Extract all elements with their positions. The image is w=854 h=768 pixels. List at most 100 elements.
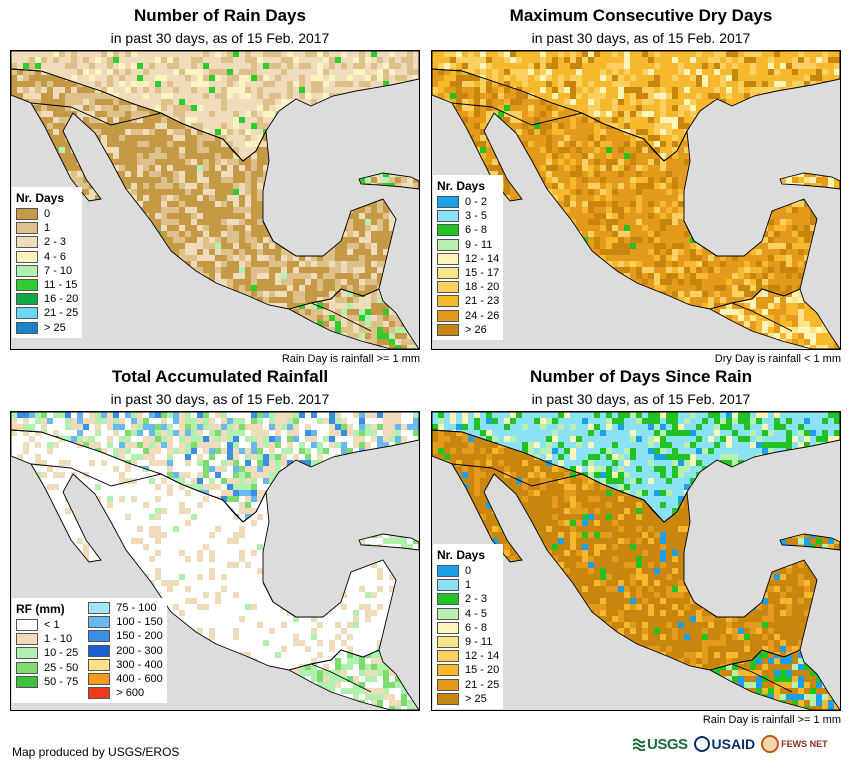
coastline [708, 649, 840, 710]
legend-label: 21 - 23 [465, 295, 499, 307]
dry-days-legend-title: Nr. Days [437, 179, 499, 193]
legend-label: 21 - 25 [465, 679, 499, 691]
legend-label: 6 - 8 [465, 622, 487, 634]
since-rain-legend-title: Nr. Days [437, 548, 499, 562]
rain-days-legend: Nr. Days 0 1 2 - 3 4 - 6 7 - 10 11 - 15 16 - 2… [12, 187, 83, 338]
rain-days-note: Rain Day is rainfall >= 1 mm [282, 353, 420, 365]
legend-label: 24 - 26 [465, 310, 499, 322]
legend-label: 0 [465, 565, 471, 577]
legend-item: 100 - 150 [88, 615, 163, 629]
dry-days-title: Maximum Consecutive Dry Days [431, 6, 851, 26]
legend-item: 3 - 5 [437, 209, 499, 223]
legend-label: 12 - 14 [465, 253, 499, 265]
legend-swatch [16, 279, 38, 292]
legend-label: 12 - 14 [465, 650, 499, 662]
legend-item: 16 - 20 [16, 292, 78, 306]
legend-swatch [88, 602, 111, 615]
coastline [358, 172, 419, 190]
legend-item: 21 - 25 [16, 306, 78, 320]
usaid-logo-text: USAID [712, 736, 756, 752]
legend-item: 50 - 75 [16, 675, 78, 689]
rainfall-legend: RF (mm) < 1 1 - 10 10 - 25 25 - 50 50 - 75 7… [12, 598, 167, 704]
since-rain-panel: Number of Days Since Rain in past 30 day… [431, 367, 851, 727]
legend-item: 0 [16, 207, 78, 221]
usgs-logo: USGS [633, 736, 688, 753]
legend-item: 18 - 20 [437, 280, 499, 294]
legend-item: 75 - 100 [88, 601, 162, 615]
legend-swatch [88, 616, 111, 629]
legend-label: 11 - 15 [44, 279, 77, 291]
legend-label: 16 - 20 [44, 293, 78, 305]
coastline [358, 533, 419, 551]
legend-swatch [437, 309, 459, 322]
legend-item: 1 [16, 221, 78, 235]
legend-label: 0 - 2 [465, 196, 487, 208]
legend-item: 150 - 200 [88, 629, 163, 643]
rain-days-subtitle: in past 30 days, as of 15 Feb. 2017 [10, 30, 430, 46]
country-border [731, 302, 793, 332]
legend-swatch [437, 636, 459, 649]
legend-swatch [16, 633, 38, 646]
legend-swatch [88, 658, 111, 671]
legend-item: 21 - 25 [437, 678, 499, 692]
legend-label: 300 - 400 [116, 659, 162, 671]
legend-item: 200 - 300 [88, 644, 163, 658]
legend-swatch [437, 621, 459, 634]
legend-swatch [437, 565, 459, 578]
usgs-wave-icon [633, 738, 645, 751]
legend-label: 50 - 75 [44, 676, 78, 688]
legend-label: 21 - 25 [44, 307, 78, 319]
legend-swatch [16, 321, 38, 334]
legend-swatch [16, 661, 38, 674]
coastline [287, 649, 419, 710]
legend-swatch [437, 692, 459, 705]
legend-item: 400 - 600 [88, 672, 163, 686]
legend-item: < 1 [16, 618, 78, 632]
legend-item: 2 - 3 [437, 592, 499, 606]
legend-swatch [437, 607, 459, 620]
dry-days-map: Nr. Days 0 - 2 3 - 5 6 - 8 9 - 11 12 - 14 15 … [431, 50, 841, 350]
legend-item: 0 - 2 [437, 195, 499, 209]
legend-label: > 25 [465, 693, 487, 705]
rainfall-panel: Total Accumulated Rainfall in past 30 da… [10, 367, 430, 711]
legend-swatch [437, 664, 459, 677]
legend-item: 1 - 10 [16, 632, 78, 646]
legend-item: 15 - 17 [437, 266, 499, 280]
legend-swatch [16, 250, 38, 263]
partner-logos: USGS USAID FEWS NET [633, 735, 834, 753]
legend-swatch [437, 238, 459, 251]
since-rain-title: Number of Days Since Rain [431, 367, 851, 387]
country-border [310, 302, 372, 332]
fews-logo: FEWS NET [761, 735, 828, 753]
legend-item: 4 - 5 [437, 607, 499, 621]
rainfall-map: RF (mm) < 1 1 - 10 10 - 25 25 - 50 50 - 75 7… [10, 411, 420, 711]
legend-label: 75 - 100 [116, 602, 156, 614]
legend-item: 9 - 11 [437, 238, 499, 252]
legend-item: 11 - 15 [16, 278, 78, 292]
legend-label: > 600 [116, 687, 144, 699]
usaid-logo: USAID [693, 736, 756, 752]
legend-item: 1 [437, 578, 499, 592]
legend-item: > 26 [437, 323, 499, 337]
legend-swatch [437, 323, 459, 336]
legend-swatch [16, 675, 38, 688]
legend-item: 6 - 8 [437, 223, 499, 237]
legend-item: 6 - 8 [437, 621, 499, 635]
legend-swatch [437, 267, 459, 280]
legend-label: 6 - 8 [465, 224, 487, 236]
rainfall-subtitle: in past 30 days, as of 15 Feb. 2017 [10, 391, 430, 407]
legend-label: 4 - 5 [465, 608, 487, 620]
legend-label: 3 - 5 [465, 210, 487, 222]
legend-item: 21 - 23 [437, 294, 499, 308]
legend-swatch [437, 593, 459, 606]
coastline [287, 288, 419, 349]
legend-item: 2 - 3 [16, 235, 78, 249]
rain-days-legend-title: Nr. Days [16, 191, 78, 205]
legend-swatch [437, 196, 459, 209]
dry-days-subtitle: in past 30 days, as of 15 Feb. 2017 [431, 30, 851, 46]
legend-label: 10 - 25 [44, 647, 78, 659]
legend-label: 25 - 50 [44, 662, 78, 674]
since-rain-map: Nr. Days 0 1 2 - 3 4 - 5 6 - 8 9 - 11 12 - 14 1… [431, 411, 841, 711]
legend-swatch [437, 210, 459, 223]
coastline [779, 533, 840, 551]
